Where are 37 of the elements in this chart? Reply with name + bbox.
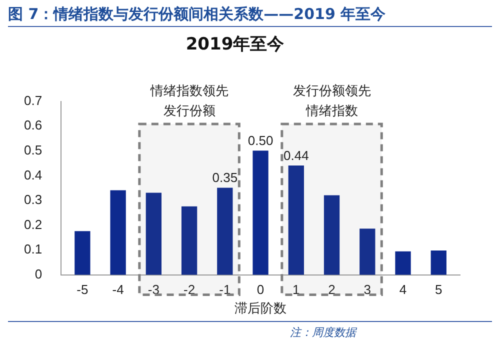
data-label: 0.50	[248, 133, 274, 148]
bar	[252, 150, 268, 275]
bar	[288, 165, 304, 275]
x-tick-label: 0	[256, 282, 264, 298]
x-tick-label: -3	[148, 282, 160, 298]
y-tick-label: 0.3	[24, 192, 42, 208]
bar	[110, 190, 126, 275]
y-tick-label: 0.4	[24, 167, 42, 182]
band-label: 情绪指数领先发行份额	[149, 84, 228, 119]
y-tick-label: 0.2	[24, 216, 42, 232]
y-tick-label: 0.1	[24, 242, 42, 257]
bar	[181, 206, 198, 275]
bar	[74, 231, 90, 275]
y-tick-label: 0.5	[24, 142, 42, 158]
bar	[217, 188, 233, 275]
y-tick-label: 0	[34, 266, 42, 282]
bar	[395, 251, 411, 275]
y-tick-label: 0.6	[24, 118, 42, 133]
band-label: 发行份额领先情绪指数	[292, 84, 371, 119]
x-tick-label: 3	[364, 282, 372, 298]
x-tick-label: 1	[292, 282, 300, 298]
bar	[146, 192, 162, 275]
x-tick-label: 5	[435, 282, 442, 298]
x-tick-label: -5	[76, 282, 88, 298]
y-tick-label: 0.7	[24, 92, 42, 108]
chart-subtitle: 2019年至今	[186, 34, 286, 55]
data-label: 0.44	[284, 148, 309, 163]
data-label: 0.35	[212, 170, 238, 186]
x-tick-label: -4	[112, 282, 124, 298]
bar	[324, 195, 340, 275]
x-tick-label: 2	[328, 282, 336, 298]
x-tick-label: 4	[399, 282, 407, 298]
text: 注：周度数据	[289, 325, 358, 341]
chart-title: 图 7：情绪指数与发行份额间相关系数——2019 年至今	[7, 4, 387, 25]
x-axis-title: 滞后阶数	[234, 302, 287, 317]
bar	[360, 228, 376, 275]
bar	[430, 250, 446, 275]
